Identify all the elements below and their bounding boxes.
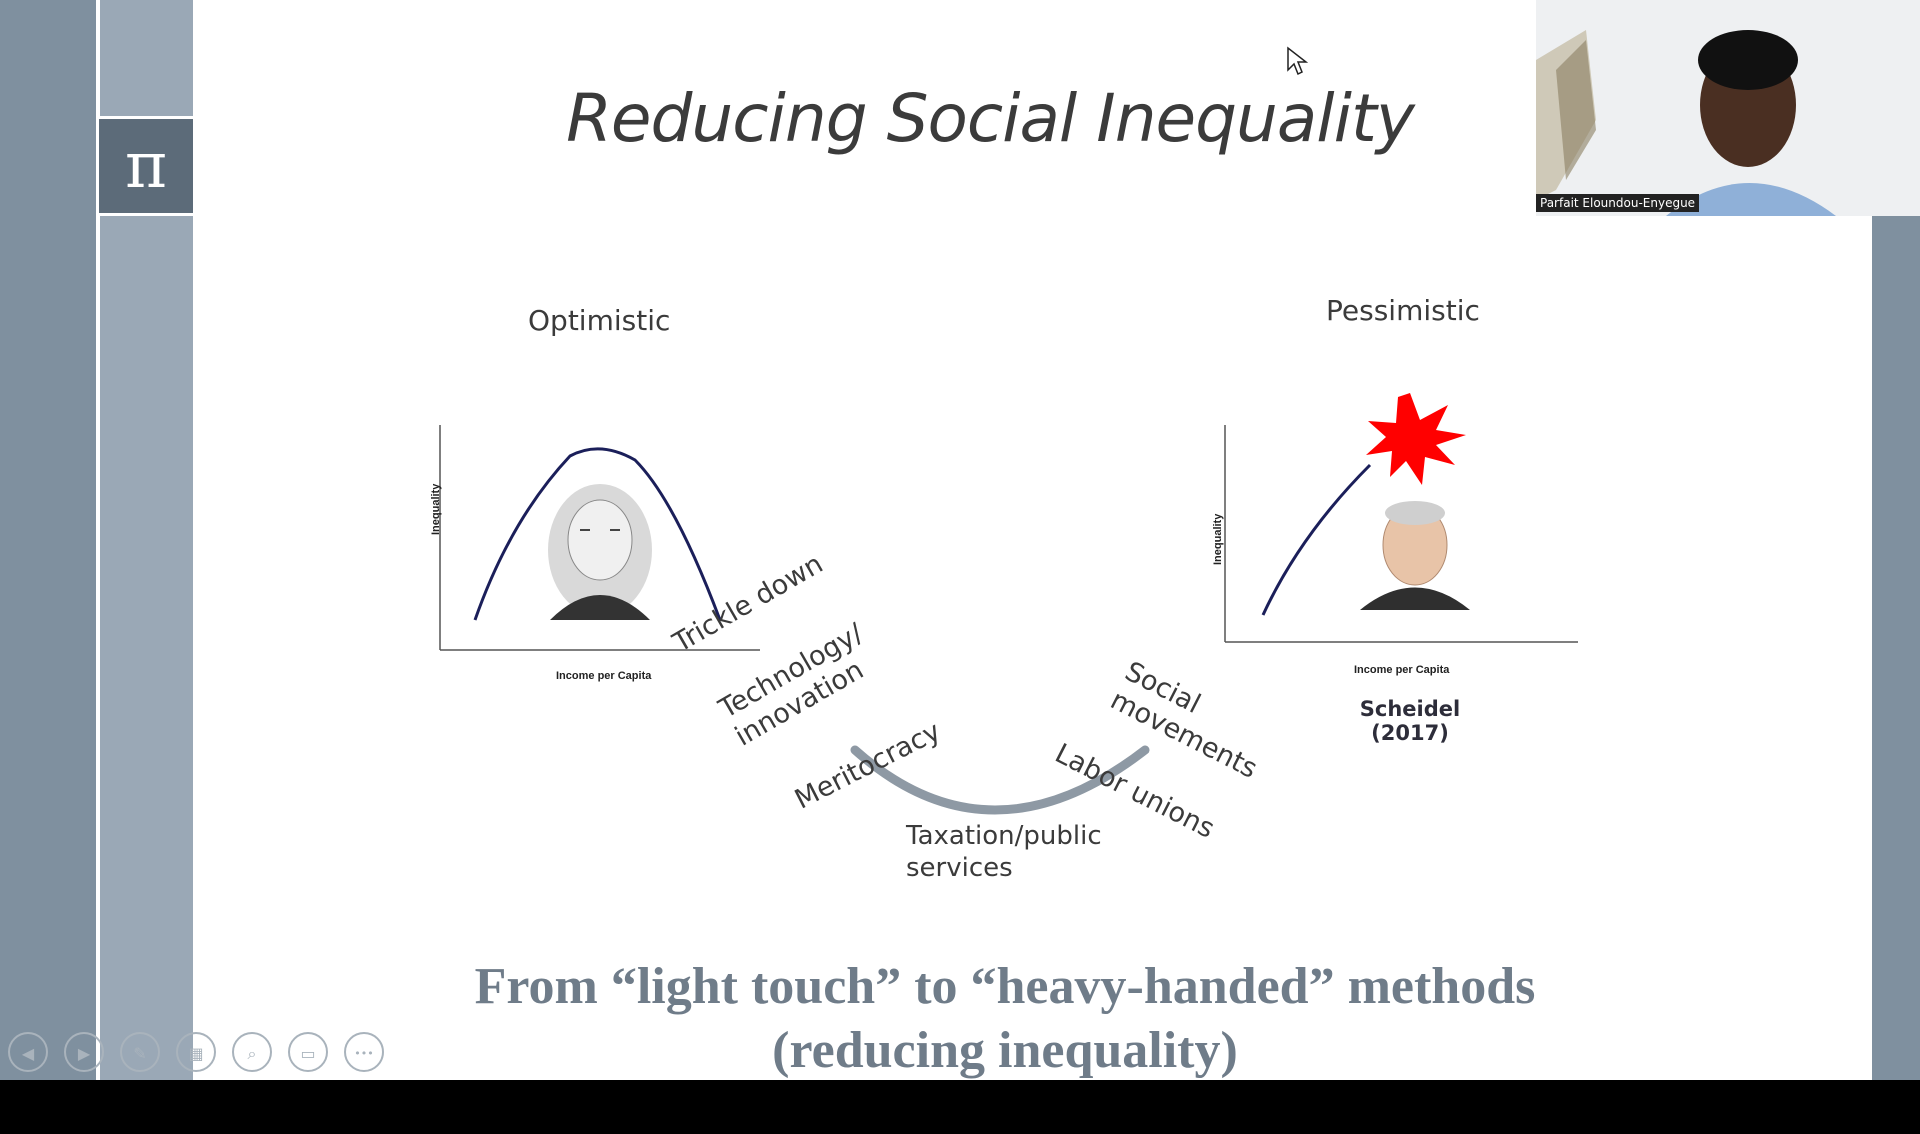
subtitles-button[interactable]: ▭ bbox=[288, 1032, 328, 1072]
mouse-cursor-icon bbox=[1287, 46, 1308, 76]
pen-icon: ✎ bbox=[133, 1044, 147, 1063]
next-slide-button[interactable]: ▶ bbox=[64, 1032, 104, 1072]
left-chart-xlabel: Income per Capita bbox=[556, 670, 652, 682]
slide-title: Reducing Social Inequality bbox=[566, 80, 1415, 157]
bottom-caption-line1: From “light touch” to “heavy-handed” met… bbox=[474, 958, 1536, 1015]
pi-symbol: π bbox=[124, 129, 168, 203]
zoom-icon: ⌕ bbox=[247, 1044, 257, 1063]
bottom-caption: From “light touch” to “heavy-handed” met… bbox=[400, 955, 1610, 1080]
more-icon: ••• bbox=[354, 1047, 374, 1060]
taxation-label: Taxation/public services bbox=[906, 820, 1102, 884]
pen-button[interactable]: ✎ bbox=[120, 1032, 160, 1072]
right-chart-xlabel: Income per Capita bbox=[1354, 664, 1450, 676]
right-chart bbox=[1224, 393, 1578, 643]
zoom-button[interactable]: ⌕ bbox=[232, 1032, 272, 1072]
bottom-caption-line2: (reducing inequality) bbox=[772, 1022, 1238, 1079]
portrait-scheidel bbox=[1360, 501, 1470, 610]
next-icon: ▶ bbox=[77, 1044, 91, 1063]
citation: Scheidel (2017) bbox=[1359, 697, 1461, 745]
optimistic-label: Optimistic bbox=[528, 304, 671, 337]
taxation-line2: services bbox=[906, 853, 1013, 883]
participant-name-tag: Parfait Eloundou-Enyegue bbox=[1536, 194, 1700, 212]
pessimistic-label: Pessimistic bbox=[1326, 294, 1480, 327]
arc-path bbox=[850, 745, 1150, 815]
subtitles-icon: ▭ bbox=[300, 1044, 316, 1063]
prev-icon: ◀ bbox=[21, 1044, 35, 1063]
right-chart-ylabel: Inequality bbox=[1212, 513, 1224, 565]
previous-slide-button[interactable]: ◀ bbox=[8, 1032, 48, 1072]
left-chart-ylabel: Inequality bbox=[430, 483, 442, 535]
portrait-kuznets bbox=[548, 484, 652, 620]
slide-left-divider bbox=[96, 0, 100, 1080]
participant-video[interactable] bbox=[1536, 0, 1920, 216]
grid-icon: ▦ bbox=[188, 1044, 204, 1063]
more-options-button[interactable]: ••• bbox=[344, 1032, 384, 1072]
methods-arc bbox=[850, 745, 1150, 815]
scheidel-curve bbox=[1261, 463, 1372, 616]
taxation-line1: Taxation/public bbox=[906, 821, 1102, 851]
slide-left-band bbox=[0, 0, 96, 1080]
left-chart bbox=[439, 425, 760, 651]
slide-right-band bbox=[1872, 216, 1920, 1080]
participant-video-feed bbox=[1536, 0, 1920, 216]
kuznets-curve bbox=[473, 447, 722, 621]
see-all-slides-button[interactable]: ▦ bbox=[176, 1032, 216, 1072]
explosion-icon bbox=[1366, 393, 1466, 485]
pi-logo: π bbox=[99, 116, 193, 216]
